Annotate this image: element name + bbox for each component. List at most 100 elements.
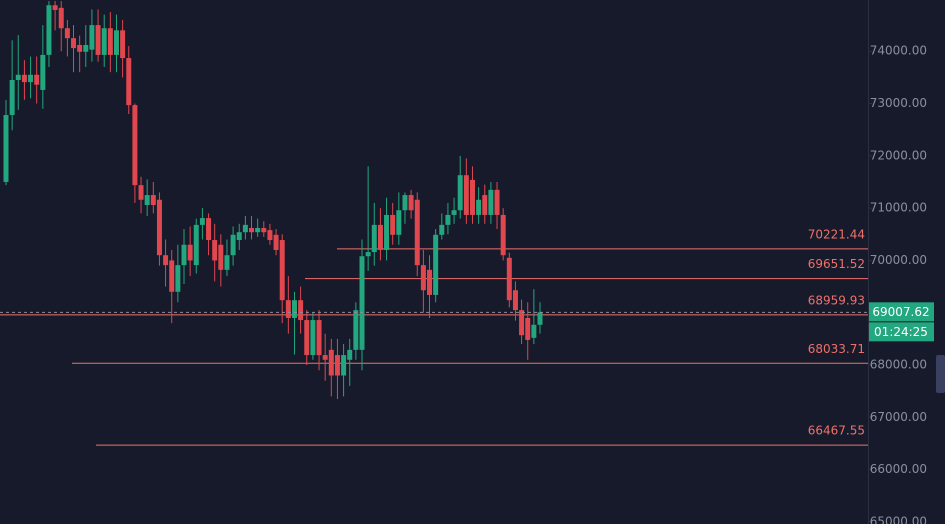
candle-body bbox=[261, 228, 267, 233]
candle-body bbox=[463, 175, 469, 215]
candle-body bbox=[181, 244, 187, 266]
candle-body bbox=[414, 199, 420, 266]
level-label: 66467.55 bbox=[808, 424, 865, 438]
y-tick-label: 71000.00 bbox=[870, 201, 927, 215]
candle-body bbox=[519, 310, 525, 336]
level-label: 69651.52 bbox=[808, 257, 865, 271]
candle-body bbox=[236, 232, 242, 241]
candle-body bbox=[353, 310, 359, 350]
candle-body bbox=[500, 214, 506, 256]
candle-body bbox=[77, 44, 83, 52]
candle-body bbox=[138, 185, 144, 200]
candle-body bbox=[242, 224, 248, 233]
candle-body bbox=[199, 218, 205, 225]
candle-body bbox=[298, 300, 304, 321]
candle-body bbox=[15, 74, 21, 81]
candle-body bbox=[255, 228, 261, 233]
candle-body bbox=[9, 80, 15, 116]
candle-body bbox=[427, 269, 433, 295]
candle-body bbox=[347, 349, 353, 360]
countdown-box bbox=[869, 322, 934, 342]
candle-body bbox=[402, 195, 408, 211]
candle-body bbox=[218, 244, 224, 270]
candle-body bbox=[291, 300, 297, 318]
y-tick-label: 72000.00 bbox=[870, 148, 927, 162]
y-tick-label: 67000.00 bbox=[870, 410, 927, 424]
candle-body bbox=[334, 355, 340, 376]
candle-body bbox=[28, 74, 34, 83]
candle-body bbox=[163, 255, 169, 266]
y-tick-label: 66000.00 bbox=[870, 462, 927, 476]
candle-body bbox=[34, 74, 40, 85]
candle-body bbox=[371, 224, 377, 253]
candle-body bbox=[525, 317, 531, 340]
level-label: 68959.93 bbox=[808, 293, 865, 307]
level-label: 70221.44 bbox=[808, 227, 865, 241]
candle-body bbox=[377, 224, 383, 250]
last-price-label: 69007.62 bbox=[872, 305, 929, 319]
candle-body bbox=[482, 195, 488, 215]
candle-body bbox=[107, 28, 113, 55]
candle-body bbox=[439, 224, 445, 235]
candle-body bbox=[488, 189, 494, 215]
candle-body bbox=[531, 324, 537, 338]
candle-body bbox=[3, 115, 9, 182]
candle-body bbox=[537, 312, 543, 325]
candle-body bbox=[224, 255, 230, 270]
candle-body bbox=[113, 30, 119, 55]
candle-body bbox=[384, 214, 390, 250]
candle-body bbox=[21, 74, 27, 83]
candle-body bbox=[506, 257, 512, 301]
candle-body bbox=[359, 256, 365, 350]
candle-body bbox=[328, 349, 334, 376]
level-label: 68033.71 bbox=[808, 342, 865, 356]
candle-body bbox=[193, 224, 199, 266]
candle-body bbox=[120, 30, 126, 59]
y-tick-label: 70000.00 bbox=[870, 253, 927, 267]
countdown-label: 01:24:25 bbox=[874, 325, 928, 339]
candle-body bbox=[469, 179, 475, 215]
candle-body bbox=[408, 195, 414, 211]
candle-body bbox=[304, 320, 310, 356]
candle-body bbox=[230, 234, 236, 256]
candle-body bbox=[322, 355, 328, 360]
candle-body bbox=[310, 320, 316, 356]
y-tick-label: 68000.00 bbox=[870, 358, 927, 372]
candle-body bbox=[64, 28, 70, 39]
candle-body bbox=[316, 320, 322, 356]
scroll-handle[interactable] bbox=[936, 355, 945, 393]
candle-body bbox=[390, 214, 396, 235]
candle-body bbox=[126, 58, 132, 106]
candle-body bbox=[52, 5, 58, 10]
candle-body bbox=[267, 230, 273, 241]
candle-body bbox=[101, 28, 107, 55]
candle-body bbox=[476, 199, 482, 215]
candle-body bbox=[420, 265, 426, 291]
candle-body bbox=[396, 210, 402, 235]
candle-body bbox=[451, 210, 457, 215]
candle-body bbox=[285, 300, 291, 318]
candle-body bbox=[83, 44, 89, 52]
candle-body bbox=[206, 218, 212, 241]
candle-body bbox=[132, 105, 138, 186]
candle-body bbox=[71, 38, 77, 49]
last-price-box bbox=[869, 302, 934, 322]
candle-body bbox=[95, 25, 101, 55]
candle-body bbox=[150, 195, 156, 205]
candle-body bbox=[175, 265, 181, 292]
candle-body bbox=[156, 199, 162, 256]
candle-body bbox=[187, 244, 193, 261]
candle-body bbox=[212, 240, 218, 261]
candle-body bbox=[58, 7, 64, 29]
candle-body bbox=[494, 189, 500, 215]
candle-body bbox=[46, 5, 52, 55]
candle-body bbox=[169, 260, 175, 292]
candle-body bbox=[457, 175, 463, 211]
candle-body bbox=[40, 54, 46, 90]
y-tick-label: 73000.00 bbox=[870, 96, 927, 110]
candle-body bbox=[341, 355, 347, 376]
candle-body bbox=[365, 252, 371, 257]
candle-body bbox=[445, 214, 451, 225]
